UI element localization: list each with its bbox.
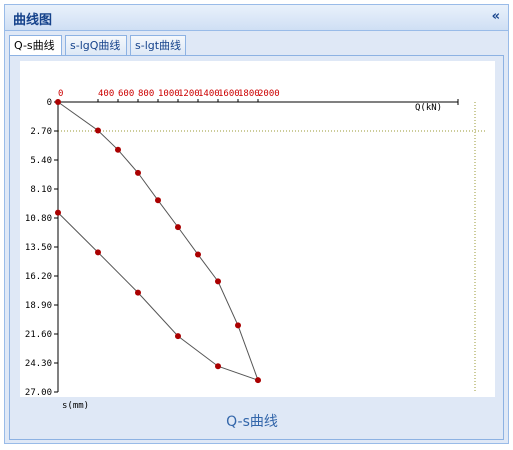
data-point: [215, 278, 221, 285]
x-tick-label: 1400: [198, 89, 220, 99]
x-tick-label: 600: [118, 89, 134, 99]
tab-s-lgt[interactable]: s-lgt曲线: [130, 35, 186, 55]
y-tick-label: 5.40: [30, 156, 52, 166]
data-point: [215, 363, 221, 370]
x-tick-label: 800: [138, 89, 154, 99]
y-tick-label: 27.00: [25, 388, 52, 398]
tab-content: 0 400 600 800 1000 1200 1400 1600 1800 2000 0 2.70…: [9, 55, 504, 440]
y-tick-label: 21.60: [25, 330, 52, 340]
data-point: [135, 289, 141, 296]
data-point: [175, 224, 181, 231]
collapse-icon[interactable]: «: [491, 9, 500, 24]
data-point: [135, 169, 141, 176]
tab-q-s[interactable]: Q-s曲线: [9, 35, 62, 56]
y-tick-label: 8.10: [30, 185, 52, 195]
data-point: [255, 377, 261, 384]
y-axis-label: s(mm): [62, 401, 89, 411]
panel-title: 曲线图: [13, 13, 53, 28]
x-tick-label: 1000: [158, 89, 180, 99]
data-point: [155, 197, 161, 204]
x-tick-label: 1600: [218, 89, 240, 99]
y-tick-label: 24.30: [25, 359, 52, 369]
y-tick-label: 18.90: [25, 301, 52, 311]
curve-panel: 曲线图 « Q-s曲线 s-lgQ曲线 s-lgt曲线 0 400 600 800 10…: [4, 4, 509, 444]
plot-background: [20, 61, 495, 397]
y-tick-label: 13.50: [25, 243, 52, 253]
panel-header: 曲线图 «: [5, 5, 508, 31]
x-tick-label: 0: [58, 89, 63, 99]
y-tick-label: 10.80: [25, 214, 52, 224]
x-axis-label: Q(kN): [415, 103, 442, 113]
x-tick-label: 2000: [258, 89, 280, 99]
x-tick-label: 1800: [238, 89, 260, 99]
data-point: [95, 249, 101, 256]
data-point: [195, 251, 201, 258]
y-tick-label: 16.20: [25, 272, 52, 282]
x-tick-label: 1200: [178, 89, 200, 99]
y-tick-label: 2.70: [30, 127, 52, 137]
data-point: [235, 322, 241, 329]
data-point: [115, 146, 121, 153]
x-tick-label: 400: [98, 89, 114, 99]
tab-s-lgq[interactable]: s-lgQ曲线: [65, 35, 127, 55]
data-point: [95, 127, 101, 134]
data-point: [55, 99, 61, 105]
y-tick-label: 0: [47, 98, 52, 108]
data-point: [55, 209, 61, 216]
chart-title: Q-s曲线: [226, 414, 278, 430]
data-point: [175, 333, 181, 340]
